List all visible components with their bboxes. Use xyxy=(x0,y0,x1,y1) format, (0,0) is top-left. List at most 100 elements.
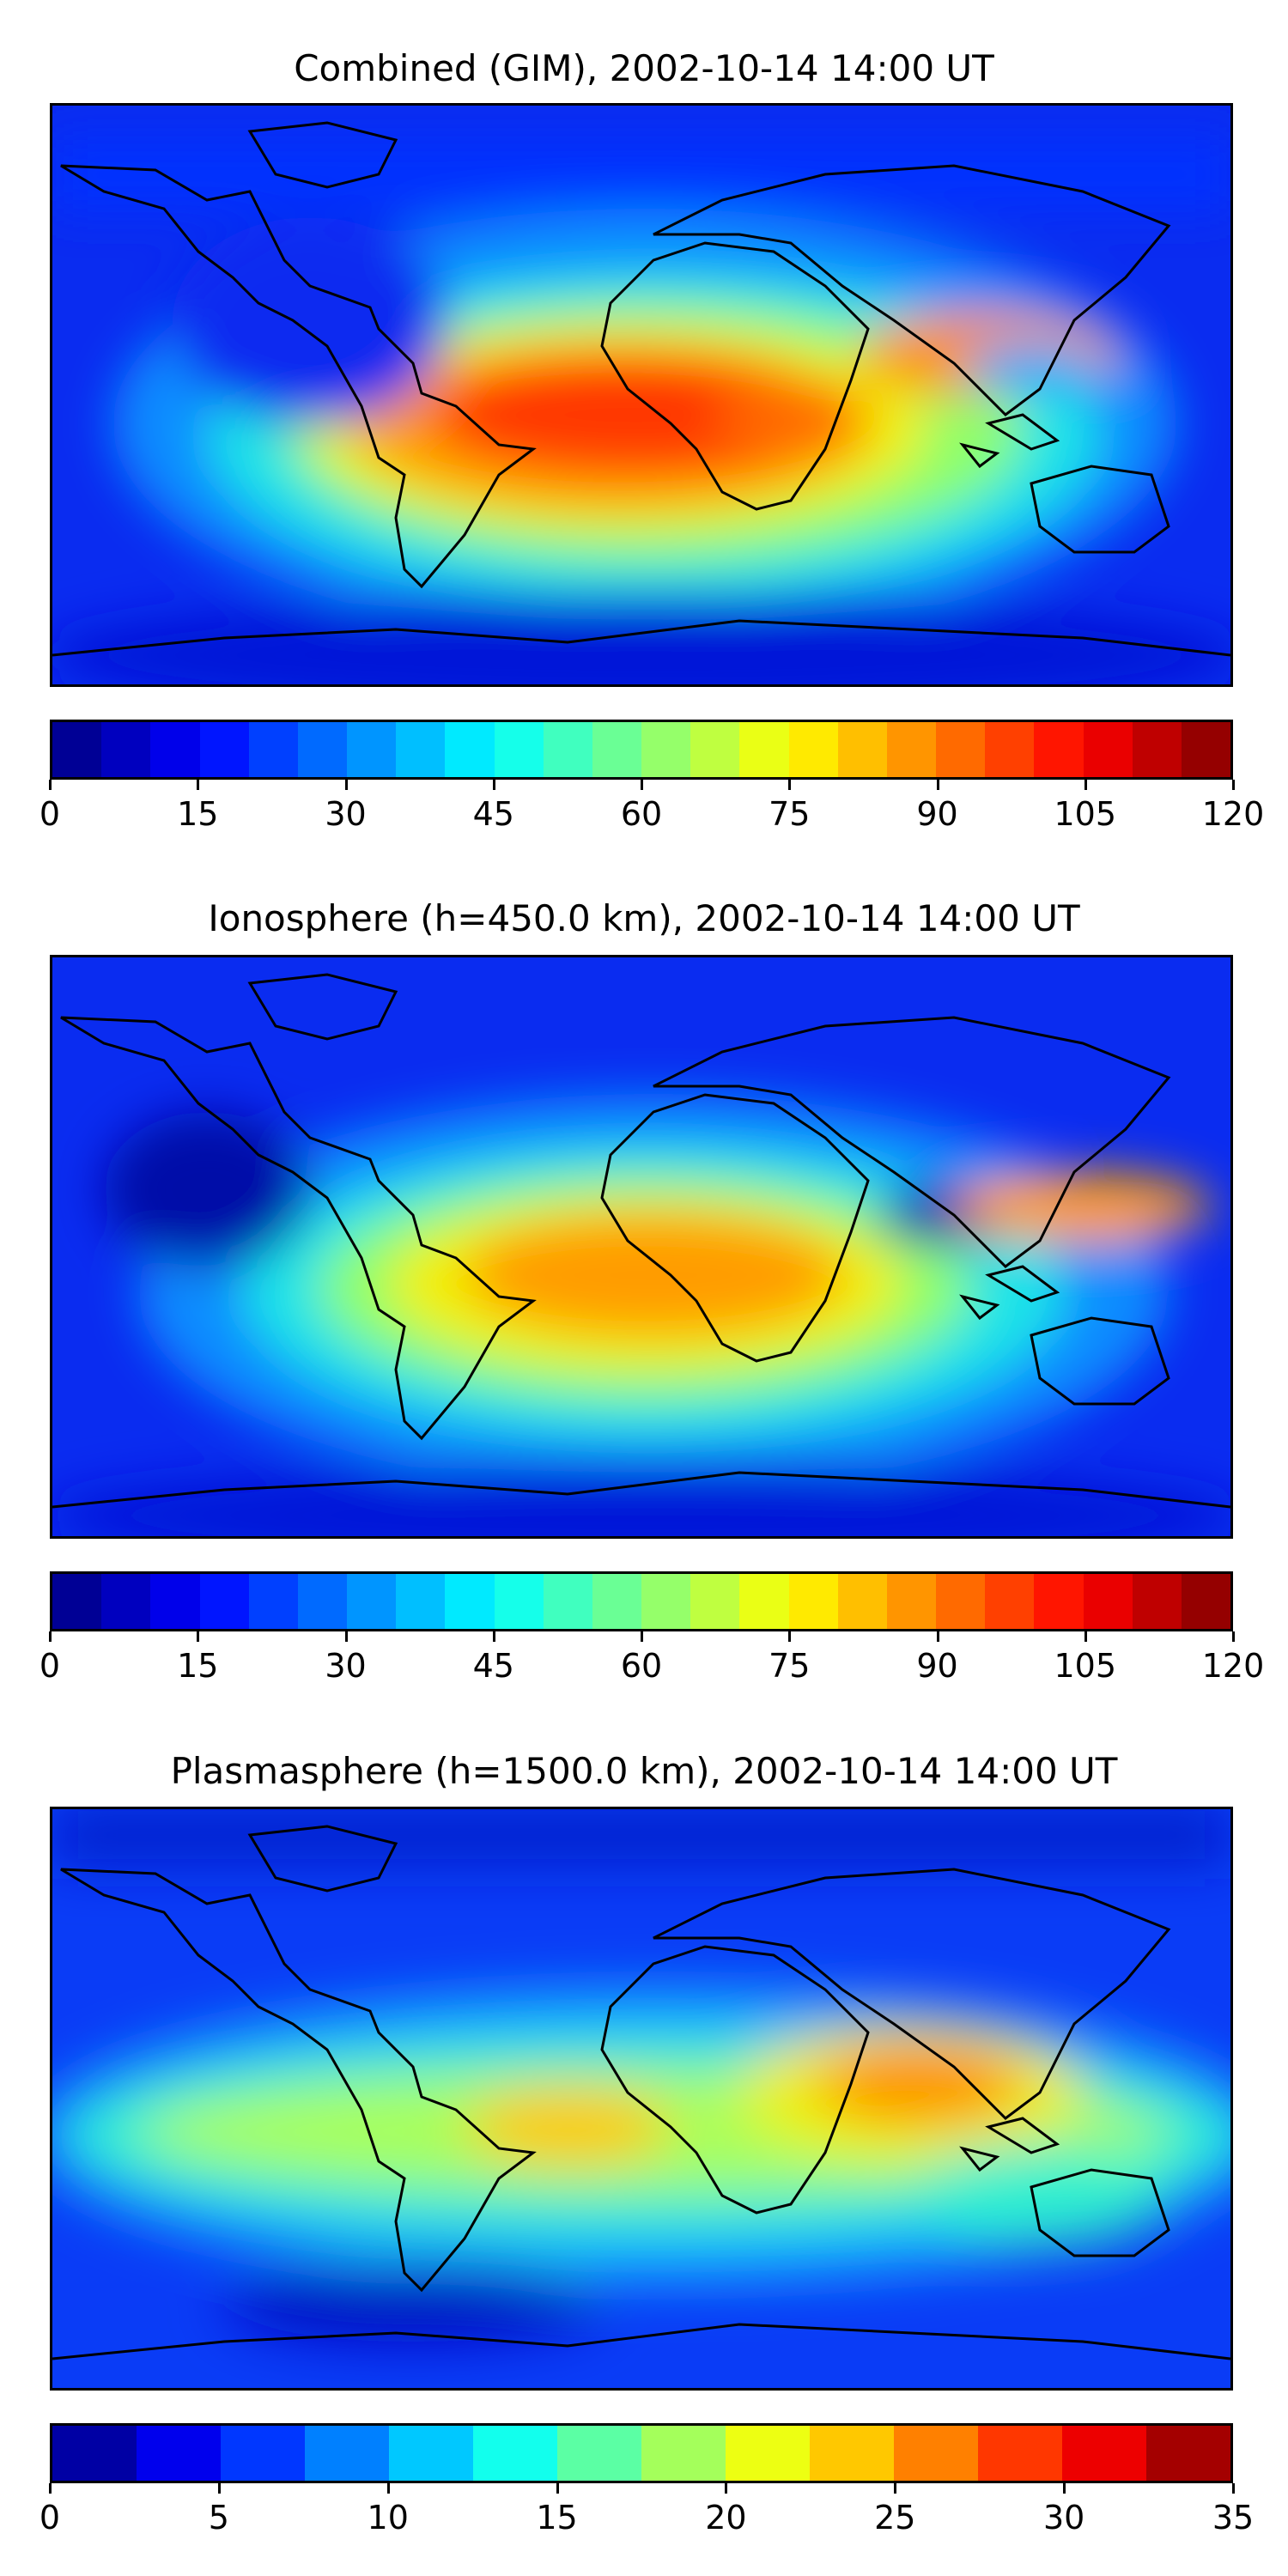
colorbar-segment xyxy=(1146,2426,1230,2481)
panel-3-map xyxy=(50,1807,1233,2391)
colorbar-tick-label: 10 xyxy=(367,2499,409,2537)
colorbar-segment xyxy=(789,722,838,777)
colorbar-segment xyxy=(894,2426,978,2481)
colorbar-tick-label: 75 xyxy=(769,1647,811,1685)
colorbar-segment xyxy=(739,722,789,777)
colorbar-segment xyxy=(298,1574,347,1629)
colorbar-tick-mark xyxy=(1232,1631,1235,1642)
colorbar-tick-label: 5 xyxy=(208,2499,229,2537)
colorbar-segment xyxy=(810,2426,894,2481)
colorbar-segment xyxy=(887,1574,936,1629)
colorbar-tick-mark xyxy=(936,1631,939,1642)
colorbar-tick-label: 35 xyxy=(1212,2499,1255,2537)
colorbar-segment xyxy=(838,722,887,777)
colorbar-segment xyxy=(726,2426,810,2481)
panel-3-colorbar-ticks: 0 5 10 15 20 25 30 35 xyxy=(39,2483,1254,2537)
colorbar-tick-label: 30 xyxy=(1042,2499,1085,2537)
colorbar-segment xyxy=(1034,1574,1084,1629)
colorbar-tick-label: 60 xyxy=(620,795,663,833)
colorbar-tick-label: 45 xyxy=(472,1647,514,1685)
colorbar-tick-mark xyxy=(49,2483,52,2494)
colorbar-segment xyxy=(1034,722,1084,777)
tec-field xyxy=(52,140,1230,684)
colorbar-segment xyxy=(690,722,739,777)
colorbar-segment xyxy=(52,1574,101,1629)
colorbar-segment xyxy=(1133,1574,1182,1629)
colorbar-tick-mark xyxy=(492,1631,495,1642)
colorbar-segment xyxy=(249,722,298,777)
colorbar-tick-label: 30 xyxy=(325,795,367,833)
colorbar-tick-mark xyxy=(641,1631,643,1642)
colorbar-tick-mark xyxy=(1063,2483,1066,2494)
panel-3-colorbar xyxy=(50,2423,1233,2483)
colorbar-segment xyxy=(1062,2426,1146,2481)
colorbar-segment xyxy=(101,1574,150,1629)
colorbar-segment xyxy=(396,1574,445,1629)
colorbar-tick-label: 30 xyxy=(325,1647,367,1685)
colorbar-tick-label: 105 xyxy=(1054,795,1117,833)
colorbar-segment xyxy=(52,2426,137,2481)
colorbar-tick-mark xyxy=(1084,1631,1087,1642)
colorbar-segment xyxy=(347,722,396,777)
colorbar-tick-mark xyxy=(49,780,52,790)
colorbar-tick-mark xyxy=(386,2483,390,2494)
colorbar-segment xyxy=(1182,1574,1230,1629)
panel-2-colorbar xyxy=(50,1571,1233,1631)
panel-3-title: Plasmasphere (h=1500.0 km), 2002-10-14 1… xyxy=(170,1750,1118,1792)
colorbar-segment xyxy=(200,1574,249,1629)
colorbar-tick-label: 120 xyxy=(1201,1647,1265,1685)
panel-2-title: Ionosphere (h=450.0 km), 2002-10-14 14:0… xyxy=(208,897,1080,939)
coastlines xyxy=(52,1825,1230,2360)
colorbar-segment xyxy=(641,1574,690,1629)
panel-1-map xyxy=(50,103,1233,687)
colorbar-tick-label: 60 xyxy=(620,1647,663,1685)
colorbar-tick-mark xyxy=(1232,780,1235,790)
colorbar-segment xyxy=(1084,1574,1133,1629)
colorbar-segment xyxy=(739,1574,789,1629)
colorbar-tick-mark xyxy=(49,1631,52,1642)
colorbar-segment xyxy=(544,1574,592,1629)
colorbar-tick-label: 105 xyxy=(1054,1647,1117,1685)
colorbar-tick-mark xyxy=(217,2483,221,2494)
colorbar-tick-mark xyxy=(344,780,348,790)
colorbar-tick-mark xyxy=(936,780,939,790)
panel-1-title: Combined (GIM), 2002-10-14 14:00 UT xyxy=(294,47,994,89)
colorbar-segment xyxy=(347,1574,396,1629)
colorbar-tick-label: 15 xyxy=(177,1647,219,1685)
colorbar-segment xyxy=(221,2426,305,2481)
colorbar-tick-label: 0 xyxy=(39,2499,61,2537)
colorbar-tick-label: 20 xyxy=(705,2499,747,2537)
colorbar-tick-mark xyxy=(197,1631,200,1642)
panel-1-colorbar-ticks: 0 15 30 45 60 75 90 105 120 xyxy=(39,780,1264,833)
colorbar-segment xyxy=(1133,722,1182,777)
colorbar-segment xyxy=(544,722,592,777)
colorbar-segment xyxy=(150,1574,200,1629)
coastlines xyxy=(52,973,1230,1509)
colorbar-segment xyxy=(641,2426,726,2481)
colorbar-segment xyxy=(978,2426,1062,2481)
colorbar-segment xyxy=(495,1574,544,1629)
colorbar-segment xyxy=(389,2426,473,2481)
colorbar-tick-label: 120 xyxy=(1201,795,1265,833)
colorbar-tick-mark xyxy=(1084,780,1087,790)
tec-field xyxy=(52,1809,1230,2342)
colorbar-segment xyxy=(445,722,495,777)
colorbar-tick-label: 0 xyxy=(39,1647,61,1685)
colorbar-segment xyxy=(137,2426,221,2481)
colorbar-segment xyxy=(249,1574,298,1629)
colorbar-segment xyxy=(445,1574,495,1629)
coastlines xyxy=(52,121,1230,657)
colorbar-tick-label: 90 xyxy=(916,1647,958,1685)
colorbar-segment xyxy=(305,2426,389,2481)
colorbar-segment xyxy=(150,722,200,777)
colorbar-tick-label: 75 xyxy=(769,795,811,833)
colorbar-tick-mark xyxy=(788,1631,792,1642)
colorbar-tick-label: 25 xyxy=(874,2499,916,2537)
colorbar-tick-mark xyxy=(1232,2483,1235,2494)
colorbar-segment xyxy=(298,722,347,777)
colorbar-segment xyxy=(936,722,985,777)
colorbar-segment xyxy=(1182,722,1230,777)
colorbar-segment xyxy=(887,722,936,777)
colorbar-segment xyxy=(985,1574,1034,1629)
panel-1-colorbar xyxy=(50,720,1233,780)
